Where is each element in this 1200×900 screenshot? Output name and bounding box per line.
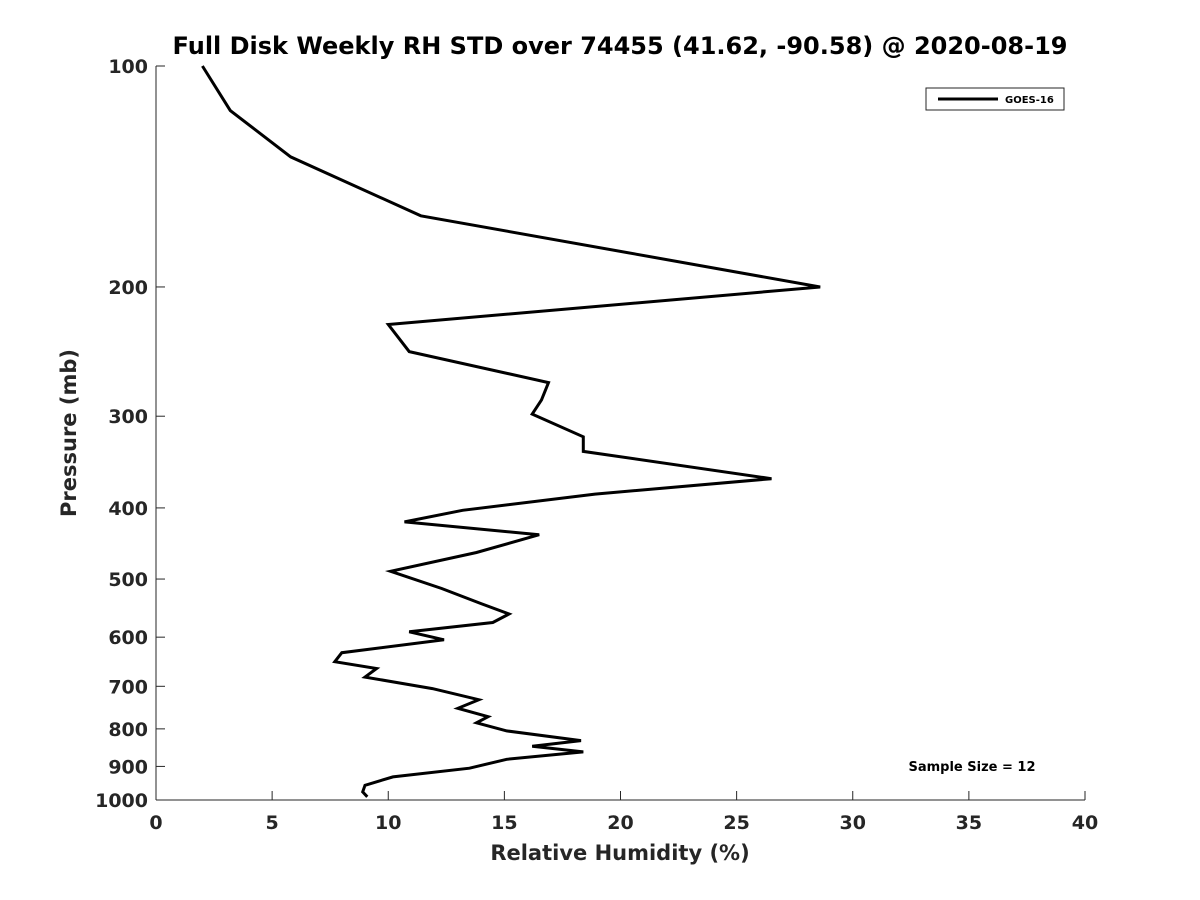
x-tick-label: 30 (840, 812, 866, 834)
x-tick-label: 0 (149, 812, 162, 834)
y-tick-label: 300 (108, 406, 148, 428)
series-layer (201, 65, 821, 798)
plot-area (155, 66, 1085, 801)
y-tick-label: 600 (108, 627, 148, 649)
y-tick-label: 700 (108, 676, 148, 698)
legend: GOES-16 (925, 87, 1065, 111)
x-ticks: 0 5 10 15 20 25 30 35 40 (149, 791, 1098, 834)
x-tick-label: 15 (491, 812, 517, 834)
y-tick-label: 900 (108, 756, 148, 778)
x-tick-label: 40 (1072, 812, 1098, 834)
x-axis-label: Relative Humidity (%) (490, 841, 749, 865)
y-tick-label: 100 (108, 56, 148, 78)
x-tick-label: 20 (607, 812, 633, 834)
y-tick-label: 1000 (95, 790, 148, 812)
y-tick-label: 500 (108, 569, 148, 591)
y-tick-label: 800 (108, 719, 148, 741)
series-line-goes16 (201, 65, 821, 798)
x-tick-label: 35 (956, 812, 982, 834)
chart-title: Full Disk Weekly RH STD over 74455 (41.6… (173, 32, 1068, 60)
y-axis-label: Pressure (mb) (57, 349, 81, 517)
y-tick-label: 200 (108, 277, 148, 299)
x-tick-label: 5 (266, 812, 279, 834)
legend-label-goes16: GOES-16 (1005, 95, 1054, 106)
x-tick-label: 25 (723, 812, 749, 834)
x-tick-label: 10 (375, 812, 401, 834)
y-tick-label: 400 (108, 498, 148, 520)
y-ticks: 100 200 300 400 500 600 700 800 900 1000 (95, 56, 165, 812)
sample-size-annotation: Sample Size = 12 (908, 760, 1035, 775)
